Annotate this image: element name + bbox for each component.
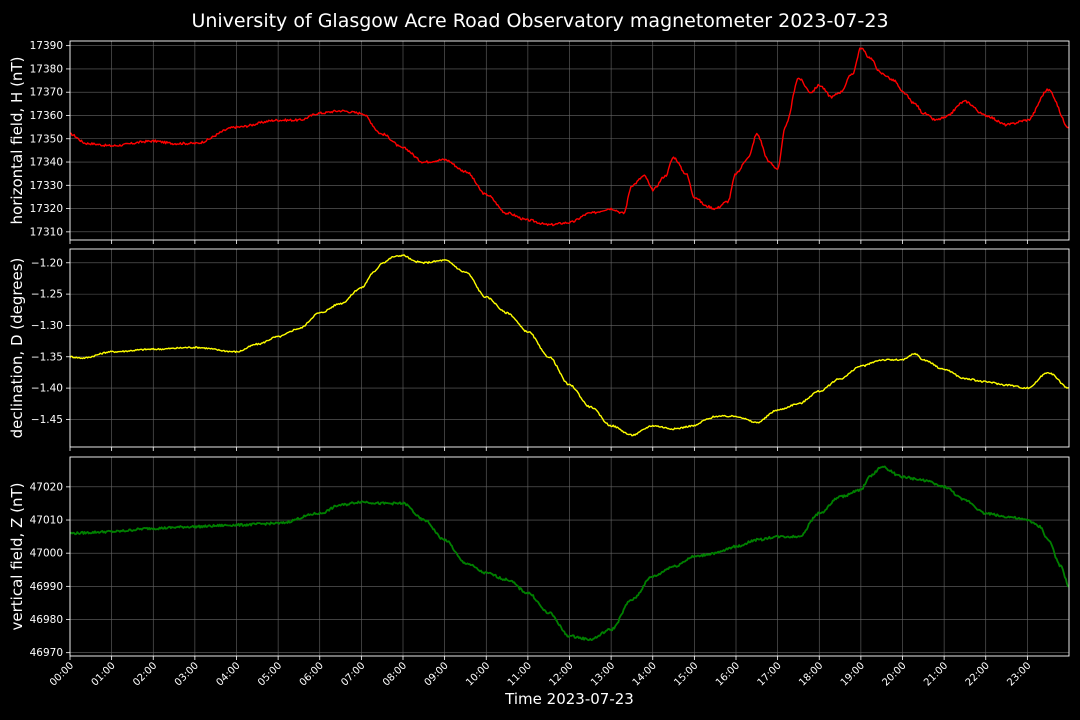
- y-tick-label: 46980: [30, 614, 63, 626]
- x-tick-label: 22:00: [964, 660, 992, 688]
- x-tick-label: 04:00: [214, 660, 242, 688]
- x-tick-label: 10:00: [464, 660, 492, 688]
- panel-frame: [69, 248, 1070, 448]
- series-line: [69, 465, 1069, 642]
- y-tick-label: −1.35: [31, 351, 63, 363]
- y-tick-label: 17390: [30, 40, 63, 52]
- x-tick-label: 14:00: [631, 660, 659, 688]
- y-tick-label: 47020: [30, 481, 63, 493]
- y-tick-label: −1.20: [31, 257, 63, 269]
- x-tick-label: 23:00: [1005, 660, 1033, 688]
- x-tick-label: 03:00: [173, 660, 201, 688]
- x-tick-label: 06:00: [298, 660, 326, 688]
- y-tick-label: −1.25: [31, 289, 63, 301]
- series-line: [70, 47, 1070, 227]
- x-tick-label: 21:00: [922, 660, 950, 688]
- x-tick-label: 05:00: [256, 660, 284, 688]
- y-axis-label: horizontal field, H (nT): [8, 57, 26, 225]
- x-tick-label: 19:00: [839, 660, 867, 688]
- x-tick-label: 07:00: [339, 660, 367, 688]
- x-tick-label: 20:00: [880, 660, 908, 688]
- x-tick-label: 13:00: [589, 660, 617, 688]
- x-tick-label: 11:00: [506, 660, 534, 688]
- y-tick-label: 17350: [30, 133, 63, 145]
- y-tick-label: 46990: [30, 581, 63, 593]
- panel-frame: [69, 456, 1070, 657]
- y-axis-label: vertical field, Z (nT): [8, 482, 26, 630]
- y-tick-label: 17380: [30, 63, 63, 75]
- panel-frame: [69, 40, 1070, 241]
- y-tick-label: −1.45: [31, 414, 63, 426]
- y-tick-label: 17320: [30, 203, 63, 215]
- x-tick-label: 17:00: [756, 660, 784, 688]
- y-tick-label: 17330: [30, 180, 63, 192]
- y-tick-label: 17370: [30, 87, 63, 99]
- x-tick-label: 02:00: [131, 660, 159, 688]
- x-tick-label: 00:00: [48, 660, 76, 688]
- y-tick-label: 47000: [30, 548, 63, 560]
- y-tick-label: 47010: [30, 515, 63, 527]
- x-tick-label: 15:00: [672, 660, 700, 688]
- y-tick-label: 17340: [30, 157, 63, 169]
- y-tick-label: 46970: [30, 647, 63, 659]
- x-tick-label: 18:00: [797, 660, 825, 688]
- series-line: [69, 254, 1070, 437]
- x-tick-label: 01:00: [90, 660, 118, 688]
- x-tick-label: 08:00: [381, 660, 409, 688]
- x-axis-label: Time 2023-07-23: [505, 690, 634, 708]
- y-tick-label: 17360: [30, 110, 63, 122]
- y-axis-label: declination, D (degrees): [8, 258, 26, 439]
- y-tick-label: −1.30: [31, 320, 63, 332]
- x-tick-label: 12:00: [547, 660, 575, 688]
- y-tick-label: 17310: [30, 226, 63, 238]
- x-tick-label: 09:00: [423, 660, 451, 688]
- y-tick-label: −1.40: [31, 383, 63, 395]
- x-tick-label: 16:00: [714, 660, 742, 688]
- chart-title: University of Glasgow Acre Road Observat…: [191, 10, 889, 32]
